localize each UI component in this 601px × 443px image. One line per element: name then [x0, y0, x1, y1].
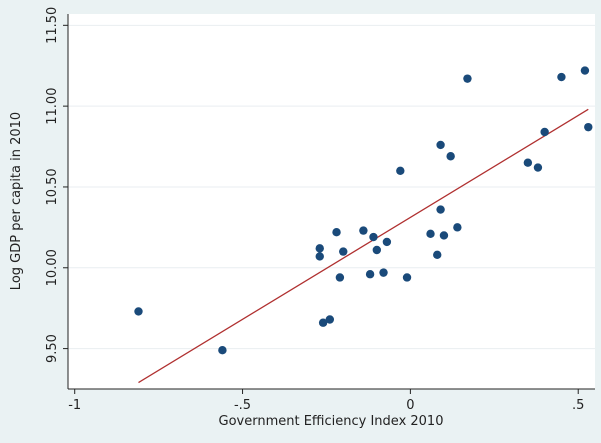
y-axis-ticks: 9.50 10.00 10.50 11.00 11.50 — [45, 7, 68, 363]
scatter-point — [580, 66, 590, 75]
y-tick-label: 10.50 — [45, 168, 60, 205]
y-axis-title: Log GDP per capita in 2010 — [9, 112, 24, 290]
scatter-point — [446, 152, 455, 161]
fitted-line — [138, 108, 589, 384]
scatter-point — [339, 247, 348, 256]
scatter-point — [439, 231, 449, 240]
scatter-point — [453, 223, 462, 232]
scatter-point — [335, 273, 345, 282]
plot-area — [68, 14, 595, 389]
scatter-point — [325, 315, 335, 324]
scatter-point — [134, 307, 143, 316]
scatter-point — [365, 270, 375, 279]
scatter-point — [218, 346, 227, 355]
scatter-point — [318, 318, 328, 327]
scatter-point — [402, 273, 412, 282]
scatter-point — [372, 245, 382, 255]
x-axis-ticks: -1 -.5 0 .5 — [68, 389, 584, 413]
scatter-point — [369, 232, 378, 242]
x-tick-label: .5 — [572, 398, 584, 413]
scatter-point — [533, 163, 543, 172]
scatter-point — [315, 244, 324, 253]
scatter-point — [436, 205, 445, 214]
y-tick-label: 10.00 — [45, 249, 60, 286]
scatter-point — [396, 166, 405, 175]
scatter-point — [359, 226, 368, 235]
fit-line-layer — [138, 108, 589, 384]
grid-layer — [68, 24, 595, 350]
y-tick-label: 11.00 — [45, 88, 60, 125]
scatter-point — [436, 140, 445, 150]
scatter-point — [523, 158, 533, 167]
x-tick-label: -.5 — [234, 398, 251, 413]
x-tick-label: -1 — [68, 398, 81, 413]
scatter-point — [332, 228, 341, 237]
scatter-point — [584, 122, 593, 132]
scatter-point — [463, 74, 472, 83]
scatter-point — [315, 252, 324, 261]
scatter-point — [379, 268, 388, 277]
scatter-point — [557, 72, 566, 82]
x-tick-label: 0 — [406, 398, 414, 413]
scatter-point — [433, 250, 442, 260]
scatter-point — [540, 127, 549, 137]
scatter-point — [426, 229, 435, 239]
points-layer — [134, 66, 593, 355]
scatter-point — [382, 237, 392, 247]
y-tick-label: 11.50 — [45, 7, 60, 44]
x-axis-title: Government Efficiency Index 2010 — [219, 414, 444, 429]
y-tick-label: 9.50 — [45, 334, 60, 363]
